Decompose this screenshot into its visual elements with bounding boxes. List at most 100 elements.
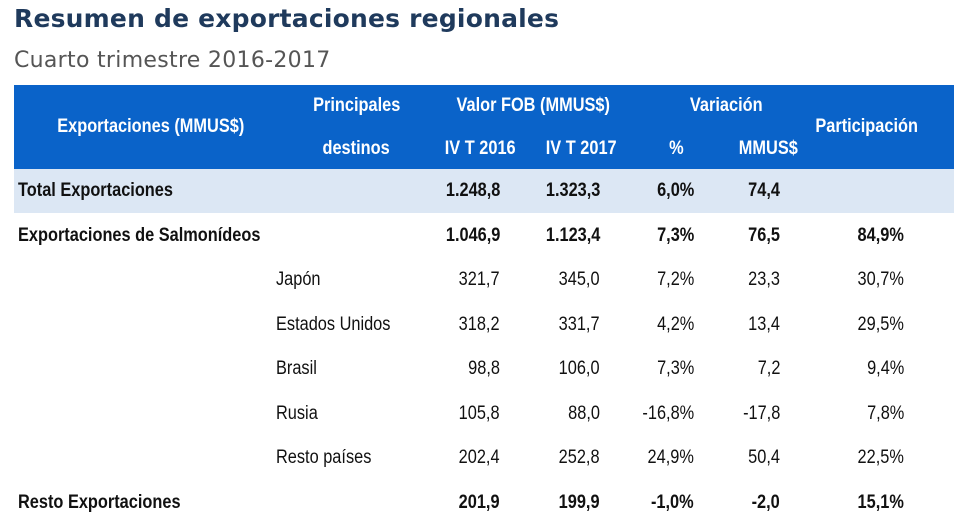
cell-v2017: 106,0 [514, 347, 600, 391]
cell-v2016: 98,8 [414, 347, 500, 391]
table-row: Total Exportaciones 1.248,8 1.323,3 6,0% 74,… [14, 169, 954, 213]
cell-pct: 6,0% [614, 169, 694, 213]
table-row: Brasil 98,8 106,0 7,3% 7,2 9,4% [14, 347, 954, 391]
cell-v2017: 88,0 [514, 392, 600, 436]
table-row: Japón 321,7 345,0 7,2% 23,3 30,7% [14, 258, 954, 302]
cell-part-text: 22,5% [857, 447, 904, 468]
cell-part-text: 30,7% [857, 269, 904, 290]
cell-v2017-text: 252,8 [559, 447, 600, 468]
cell-v2017: 1.123,4 [514, 214, 600, 258]
cell-v2017-text: 345,0 [559, 269, 600, 290]
cell-pct: 7,3% [614, 347, 694, 391]
cell-v2016: 201,9 [414, 481, 500, 525]
cell-v2016-text: 1.248,8 [445, 180, 500, 201]
cell-v2017: 331,7 [514, 303, 600, 347]
cell-dest-text: Rusia [276, 402, 318, 424]
cell-dest: Resto países [276, 436, 426, 480]
cell-v2016: 105,8 [414, 392, 500, 436]
cell-label: Exportaciones de Salmonídeos [18, 214, 278, 258]
header-iv-t-2016: IV T 2016 [444, 138, 516, 159]
header-pct: % [669, 138, 684, 159]
cell-mmus: 50,4 [694, 436, 780, 480]
cell-dest-text: Japón [276, 269, 321, 290]
cell-dest-text: Estados Unidos [276, 313, 391, 335]
cell-v2017: 1.323,3 [514, 169, 600, 213]
cell-mmus-text: 74,4 [748, 180, 780, 201]
table-row: Estados Unidos 318,2 331,7 4,2% 13,4 29,5% [14, 303, 954, 347]
cell-v2016: 1.248,8 [414, 169, 500, 213]
cell-label [18, 392, 278, 436]
table-row: Exportaciones de Salmonídeos 1.046,9 1.123… [14, 214, 954, 258]
cell-part: 9,4% [804, 347, 904, 391]
cell-label [18, 303, 278, 347]
cell-v2016: 1.046,9 [414, 214, 500, 258]
cell-mmus: -17,8 [694, 392, 780, 436]
cell-pct: 24,9% [614, 436, 694, 480]
cell-mmus: 76,5 [694, 214, 780, 258]
cell-dest [276, 169, 426, 213]
cell-v2017-text: 1.123,4 [545, 224, 600, 246]
cell-mmus-text: 23,3 [748, 269, 780, 290]
cell-v2016: 321,7 [414, 258, 500, 302]
table-row: Rusia 105,8 88,0 -16,8% -17,8 7,8% [14, 392, 954, 436]
table-row: Resto países 202,4 252,8 24,9% 50,4 22,5% [14, 436, 954, 480]
cell-dest-text: Resto países [276, 447, 372, 468]
cell-label-text: Total Exportaciones [18, 180, 173, 201]
cell-pct-text: 7,2% [656, 269, 694, 290]
cell-mmus: 74,4 [694, 169, 780, 213]
cell-part-text: 7,8% [866, 402, 904, 424]
header-valor-fob: Valor FOB (MMUS$) [456, 95, 610, 116]
cell-label-text: Resto Exportaciones [18, 491, 181, 513]
cell-mmus-text: -17,8 [742, 402, 780, 424]
cell-pct-text: 24,9% [647, 447, 694, 468]
cell-pct-text: 4,2% [656, 313, 694, 335]
cell-v2016-text: 202,4 [459, 447, 500, 468]
cell-part: 15,1% [804, 481, 904, 525]
cell-v2017-text: 106,0 [559, 358, 600, 379]
cell-label [18, 436, 278, 480]
cell-part-text: 9,4% [866, 358, 904, 379]
cell-v2017: 252,8 [514, 436, 600, 480]
cell-mmus-text: 13,4 [748, 313, 780, 335]
cell-dest: Rusia [276, 392, 426, 436]
page-subtitle: Cuarto trimestre 2016-2017 [14, 48, 331, 73]
cell-v2016: 202,4 [414, 436, 500, 480]
cell-mmus: -2,0 [694, 481, 780, 525]
cell-part-text: 15,1% [857, 491, 904, 513]
cell-pct-text: 7,3% [656, 224, 694, 246]
cell-mmus-text: 76,5 [748, 224, 780, 246]
cell-part: 22,5% [804, 436, 904, 480]
cell-part: 30,7% [804, 258, 904, 302]
cell-v2016-text: 105,8 [459, 402, 500, 424]
cell-pct: -16,8% [614, 392, 694, 436]
cell-v2017-text: 88,0 [568, 402, 600, 424]
cell-label [18, 347, 278, 391]
cell-pct: 7,3% [614, 214, 694, 258]
header-exportaciones: Exportaciones (MMUS$) [57, 116, 245, 137]
cell-pct: 4,2% [614, 303, 694, 347]
cell-dest: Japón [276, 258, 426, 302]
header-principales: Principales [313, 95, 401, 116]
cell-v2017: 345,0 [514, 258, 600, 302]
cell-v2016-text: 98,8 [468, 358, 500, 379]
cell-v2017: 199,9 [514, 481, 600, 525]
header-participacion: Participación [815, 116, 918, 137]
cell-v2016: 318,2 [414, 303, 500, 347]
header-destinos: destinos [322, 138, 390, 159]
cell-mmus-text: 50,4 [748, 447, 780, 468]
cell-v2016-text: 321,7 [459, 269, 500, 290]
cell-part: 84,9% [804, 214, 904, 258]
table-header: Exportaciones (MMUS$) Principales destin… [14, 85, 954, 169]
header-mmus: MMUS$ [738, 138, 798, 159]
cell-pct-text: 6,0% [656, 180, 694, 201]
cell-label: Total Exportaciones [18, 169, 278, 213]
page-title: Resumen de exportaciones regionales [14, 4, 560, 33]
cell-v2017-text: 1.323,3 [545, 180, 600, 201]
cell-dest: Brasil [276, 347, 426, 391]
cell-dest-text: Brasil [276, 358, 317, 379]
cell-dest [276, 481, 426, 525]
cell-mmus: 7,2 [694, 347, 780, 391]
cell-pct: -1,0% [614, 481, 694, 525]
cell-pct-text: -1,0% [651, 491, 694, 513]
cell-mmus-text: -2,0 [751, 491, 780, 513]
